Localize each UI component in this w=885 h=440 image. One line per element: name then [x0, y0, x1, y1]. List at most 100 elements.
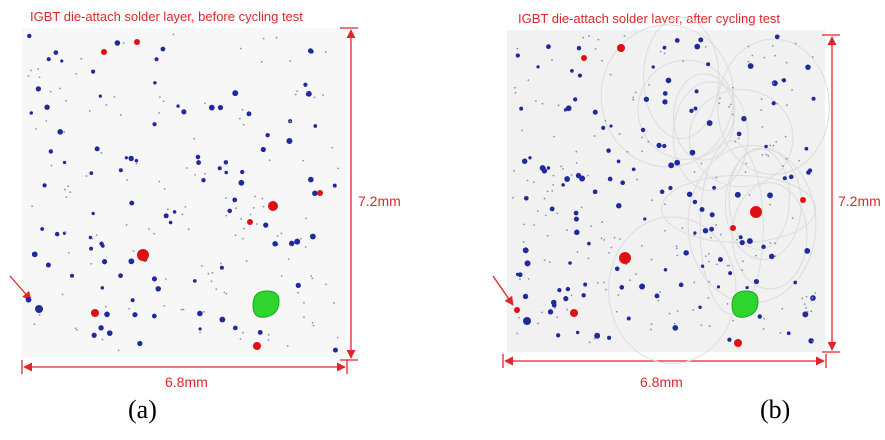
- void: [698, 306, 702, 310]
- void: [47, 57, 51, 61]
- void: [89, 247, 93, 251]
- void: [26, 297, 32, 303]
- void: [679, 283, 684, 288]
- void: [772, 82, 774, 84]
- void: [635, 273, 637, 275]
- void: [715, 224, 717, 226]
- void: [748, 194, 750, 196]
- void: [601, 237, 603, 239]
- void: [522, 158, 528, 164]
- void: [553, 136, 555, 138]
- void: [119, 168, 123, 172]
- void: [666, 78, 672, 84]
- void: [656, 143, 661, 148]
- void: [732, 87, 734, 89]
- void: [59, 88, 61, 90]
- void: [619, 285, 624, 290]
- void: [736, 239, 738, 241]
- void: [123, 42, 125, 44]
- void: [693, 231, 696, 234]
- void: [45, 120, 47, 122]
- void: [181, 109, 186, 114]
- void: [568, 261, 572, 265]
- void: [635, 91, 637, 93]
- void: [333, 184, 337, 188]
- void: [281, 275, 283, 277]
- void: [715, 177, 717, 179]
- void: [239, 118, 241, 120]
- void: [576, 331, 579, 334]
- void: [814, 292, 816, 294]
- void: [606, 148, 610, 152]
- void: [129, 201, 134, 206]
- void: [551, 190, 553, 192]
- void: [810, 310, 812, 312]
- void: [798, 160, 800, 162]
- void: [566, 229, 568, 231]
- void: [193, 138, 195, 140]
- void: [676, 248, 678, 250]
- void: [707, 120, 713, 126]
- void: [289, 60, 291, 62]
- void: [42, 183, 46, 187]
- void: [544, 259, 546, 261]
- void: [571, 294, 573, 296]
- void: [75, 327, 77, 329]
- void: [737, 132, 742, 137]
- void: [745, 171, 747, 173]
- void: [641, 150, 643, 152]
- void: [562, 168, 564, 170]
- void: [694, 44, 700, 50]
- void: [761, 245, 765, 249]
- void: [545, 214, 547, 216]
- void: [131, 298, 135, 302]
- void: [570, 69, 574, 73]
- void: [89, 171, 93, 175]
- void: [648, 84, 650, 86]
- void: [303, 302, 305, 304]
- void: [619, 238, 621, 240]
- void: [261, 147, 266, 152]
- void: [333, 348, 338, 353]
- void: [209, 105, 215, 111]
- void: [165, 278, 167, 280]
- void: [107, 330, 113, 336]
- void: [587, 174, 589, 176]
- void: [69, 191, 71, 193]
- void: [280, 233, 282, 235]
- void: [311, 277, 313, 279]
- void: [774, 242, 776, 244]
- void: [272, 241, 277, 246]
- void: [528, 156, 531, 159]
- void: [761, 98, 763, 100]
- void: [551, 59, 553, 61]
- void: [772, 145, 774, 147]
- void: [603, 281, 605, 283]
- void: [716, 263, 718, 265]
- void: [727, 303, 729, 305]
- void: [657, 300, 659, 302]
- void: [226, 293, 228, 295]
- void: [651, 199, 653, 201]
- void: [806, 296, 808, 298]
- void: [772, 101, 776, 105]
- void: [44, 104, 49, 109]
- void: [707, 297, 709, 299]
- large-void: [750, 206, 762, 218]
- void: [277, 235, 279, 237]
- large-void: [137, 249, 149, 261]
- void: [651, 323, 653, 325]
- void: [730, 103, 732, 105]
- void: [607, 336, 611, 340]
- void: [574, 230, 579, 235]
- large-void: [514, 307, 520, 313]
- void: [313, 325, 315, 327]
- void: [193, 279, 197, 283]
- void: [62, 294, 64, 296]
- panel-title: IGBT die-attach solder layer, before cyc…: [30, 9, 303, 24]
- void: [32, 251, 38, 257]
- void: [46, 263, 51, 268]
- void: [51, 165, 53, 167]
- void: [218, 166, 222, 170]
- void: [676, 254, 678, 256]
